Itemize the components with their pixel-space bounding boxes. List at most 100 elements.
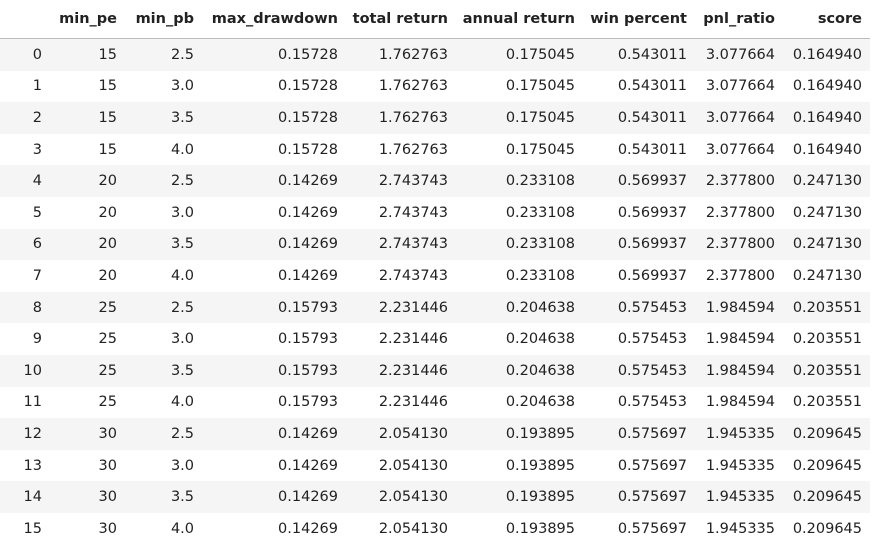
row-index: 3 [32, 141, 42, 158]
table-cell: 0.575697 [617, 520, 687, 537]
column-header: total return [346, 0, 456, 39]
table-row: 10 25 3.5 0.15793 2.231446 0.204638 0.575453 1.… [0, 354, 870, 387]
table-cell: 3.5 [170, 109, 194, 126]
row-index: 6 [32, 236, 42, 253]
table-cell: 0.575697 [617, 457, 687, 474]
table-cell: 1.984594 [705, 394, 775, 411]
table-cell: 2.054130 [378, 457, 448, 474]
table-cell: 0.15728 [278, 46, 338, 63]
table-cell: 0.233108 [505, 267, 575, 284]
row-index: 12 [23, 425, 42, 442]
table-cell: 1.762763 [378, 78, 448, 95]
table-cell: 2.054130 [378, 489, 448, 506]
table-cell: 1.984594 [705, 331, 775, 348]
table-cell: 0.164940 [792, 141, 862, 158]
table-cell: 15 [98, 109, 117, 126]
row-index: 9 [32, 331, 42, 348]
table-header: min_pe min_pb max_drawdown total return annu… [0, 0, 870, 39]
table-cell: 2.5 [170, 173, 194, 190]
table-cell: 3.0 [170, 457, 194, 474]
table-cell: 0.204638 [505, 394, 575, 411]
table-cell: 0.164940 [792, 46, 862, 63]
table-cell: 2.377800 [705, 236, 775, 253]
table-cell: 0.193895 [505, 489, 575, 506]
table-cell: 3.0 [170, 78, 194, 95]
table-cell: 3.077664 [705, 109, 775, 126]
table-cell: 2.743743 [378, 267, 448, 284]
table-cell: 0.543011 [617, 46, 687, 63]
table-cell: 0.575453 [617, 299, 687, 316]
table-cell: 0.15793 [278, 299, 338, 316]
row-index: 11 [23, 394, 42, 411]
table-cell: 2.054130 [378, 425, 448, 442]
table-cell: 0.209645 [792, 489, 862, 506]
table-row: 4 20 2.5 0.14269 2.743743 0.233108 0.569937 2.3… [0, 165, 870, 197]
table-cell: 25 [98, 394, 117, 411]
index-header [0, 0, 50, 39]
table-cell: 0.209645 [792, 457, 862, 474]
table-cell: 3.077664 [705, 78, 775, 95]
table-cell: 3.077664 [705, 46, 775, 63]
table-cell: 0.569937 [617, 204, 687, 221]
table-row: 0 15 2.5 0.15728 1.762763 0.175045 0.543011 3.0… [0, 38, 870, 71]
row-index: 1 [32, 78, 42, 95]
table-cell: 3.5 [170, 362, 194, 379]
row-index: 15 [23, 520, 42, 537]
table-cell: 2.377800 [705, 173, 775, 190]
row-index: 0 [32, 46, 42, 63]
table-cell: 2.5 [170, 425, 194, 442]
table-cell: 0.14269 [278, 236, 338, 253]
table-cell: 0.175045 [505, 141, 575, 158]
table-cell: 25 [98, 331, 117, 348]
table-cell: 20 [98, 236, 117, 253]
table-cell: 0.15793 [278, 362, 338, 379]
table-cell: 2.054130 [378, 520, 448, 537]
table-row: 13 30 3.0 0.14269 2.054130 0.193895 0.575697 1.… [0, 450, 870, 482]
table-row: 3 15 4.0 0.15728 1.762763 0.175045 0.543011 3.0… [0, 134, 870, 166]
table-cell: 0.15793 [278, 394, 338, 411]
table-cell: 3.0 [170, 204, 194, 221]
header-row: min_pe min_pb max_drawdown total return annu… [0, 0, 870, 39]
table-cell: 1.945335 [705, 425, 775, 442]
table-cell: 0.575453 [617, 394, 687, 411]
column-header: max_drawdown [202, 0, 346, 39]
table-cell: 4.0 [170, 267, 194, 284]
table-cell: 0.569937 [617, 236, 687, 253]
table-cell: 2.231446 [378, 331, 448, 348]
row-index: 4 [32, 173, 42, 190]
table-cell: 0.14269 [278, 457, 338, 474]
table-cell: 0.203551 [792, 299, 862, 316]
column-header: pnl_ratio [695, 0, 783, 39]
table-cell: 0.543011 [617, 78, 687, 95]
table-cell: 0.233108 [505, 236, 575, 253]
table-cell: 1.945335 [705, 489, 775, 506]
table-cell: 0.164940 [792, 78, 862, 95]
table-cell: 15 [98, 46, 117, 63]
table-cell: 0.247130 [792, 204, 862, 221]
column-header: min_pe [50, 0, 125, 39]
table-cell: 2.231446 [378, 394, 448, 411]
table-row: 6 20 3.5 0.14269 2.743743 0.233108 0.569937 2.3… [0, 228, 870, 261]
table-cell: 0.175045 [505, 46, 575, 63]
table-cell: 3.5 [170, 489, 194, 506]
table-row: 11 25 4.0 0.15793 2.231446 0.204638 0.575453 1.… [0, 387, 870, 419]
table-cell: 30 [98, 457, 117, 474]
column-header: win percent [583, 0, 695, 39]
table-cell: 30 [98, 489, 117, 506]
table-cell: 0.569937 [617, 173, 687, 190]
table-cell: 0.14269 [278, 267, 338, 284]
table-body: 0 15 2.5 0.15728 1.762763 0.175045 0.543011 3.0… [0, 38, 870, 545]
table-cell: 0.175045 [505, 109, 575, 126]
table-row: 15 30 4.0 0.14269 2.054130 0.193895 0.575697 1.… [0, 513, 870, 545]
column-header: min_pb [125, 0, 202, 39]
table-cell: 0.575697 [617, 489, 687, 506]
table-cell: 0.203551 [792, 394, 862, 411]
table-cell: 2.5 [170, 46, 194, 63]
row-index: 7 [32, 267, 42, 284]
table-cell: 0.575453 [617, 331, 687, 348]
table-cell: 0.569937 [617, 267, 687, 284]
table-cell: 25 [98, 299, 117, 316]
column-header: annual return [456, 0, 583, 39]
table-cell: 20 [98, 204, 117, 221]
